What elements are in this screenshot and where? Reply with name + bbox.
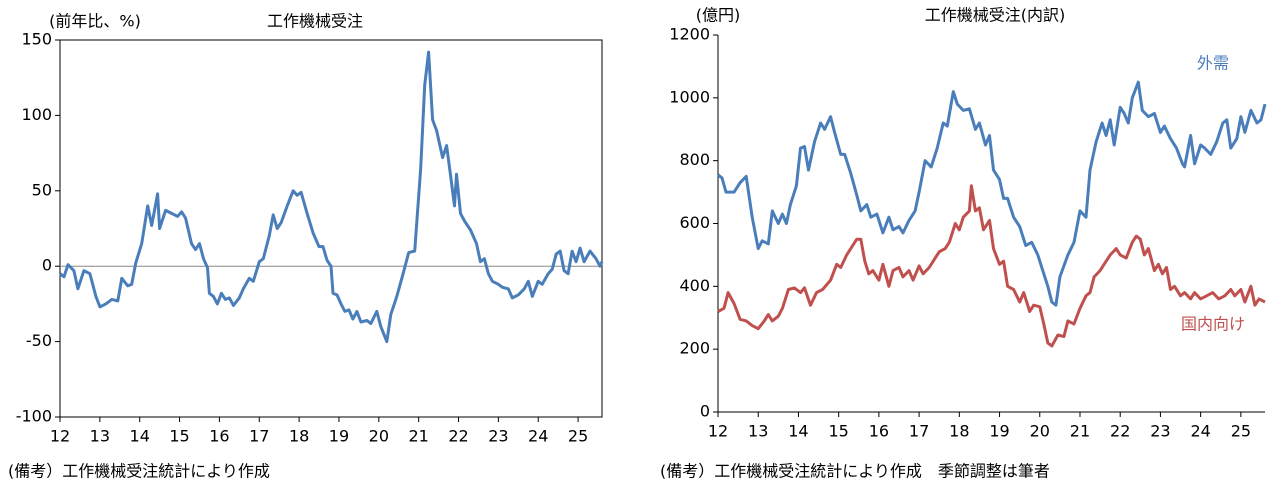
note: (備考）工作機械受注統計により作成 <box>8 462 270 481</box>
y-tick-label: 400 <box>679 276 710 295</box>
x-tick-label: 16 <box>209 427 229 446</box>
y-tick-label: 100 <box>21 105 52 124</box>
y-tick-label: 800 <box>679 150 710 169</box>
x-tick-label: 13 <box>90 427 110 446</box>
x-tick-label: 19 <box>989 422 1009 441</box>
x-tick-label: 15 <box>169 427 189 446</box>
x-tick-label: 20 <box>369 427 389 446</box>
y-tick-label: 50 <box>32 180 52 199</box>
x-tick-label: 22 <box>448 427 468 446</box>
plot-frame <box>59 39 603 418</box>
x-tick-label: 22 <box>1110 422 1130 441</box>
chart-title: 工作機械受注(内訳) <box>925 6 1066 25</box>
y-tick-label: -100 <box>16 407 52 426</box>
y-tick-label: 1200 <box>669 25 710 44</box>
y-tick-label: 600 <box>679 213 710 232</box>
x-tick-label: 15 <box>828 422 848 441</box>
x-tick-label: 23 <box>1150 422 1170 441</box>
x-tick-label: 24 <box>1190 422 1210 441</box>
x-tick-label: 17 <box>249 427 269 446</box>
line-series <box>59 50 604 344</box>
x-tick-label: 14 <box>130 427 150 446</box>
x-tick-label: 12 <box>50 427 70 446</box>
y-tick-label: -50 <box>26 331 52 350</box>
x-tick-label: 24 <box>528 427 548 446</box>
note: (備考）工作機械受注統計により作成 季節調整は筆者 <box>660 462 1050 481</box>
x-tick-label: 19 <box>329 427 349 446</box>
x-tick-label: 23 <box>488 427 508 446</box>
y-tick-label: 0 <box>700 402 710 421</box>
series-label: 国内向け <box>1181 315 1245 334</box>
x-tick-label: 25 <box>568 427 588 446</box>
line-series <box>717 184 1266 348</box>
x-tick-label: 25 <box>1231 422 1251 441</box>
x-tick-label: 12 <box>708 422 728 441</box>
x-tick-label: 14 <box>788 422 808 441</box>
x-tick-label: 21 <box>1070 422 1090 441</box>
y-tick-label: 1000 <box>669 87 710 106</box>
x-tick-label: 20 <box>1030 422 1050 441</box>
line-series <box>717 80 1267 307</box>
y-axis-label: (前年比、%) <box>49 12 141 31</box>
y-axis-label: (億円) <box>696 6 741 25</box>
x-tick-label: 13 <box>748 422 768 441</box>
x-tick-label: 21 <box>408 427 428 446</box>
x-tick-label: 17 <box>909 422 929 441</box>
y-tick-label: 150 <box>21 30 52 49</box>
x-tick-label: 18 <box>949 422 969 441</box>
chart-title: 工作機械受注 <box>267 12 363 31</box>
x-tick-label: 18 <box>289 427 309 446</box>
y-tick-label: 200 <box>679 339 710 358</box>
y-tick-label: 0 <box>42 256 52 275</box>
x-tick-label: 16 <box>869 422 889 441</box>
series-label: 外需 <box>1197 54 1229 73</box>
